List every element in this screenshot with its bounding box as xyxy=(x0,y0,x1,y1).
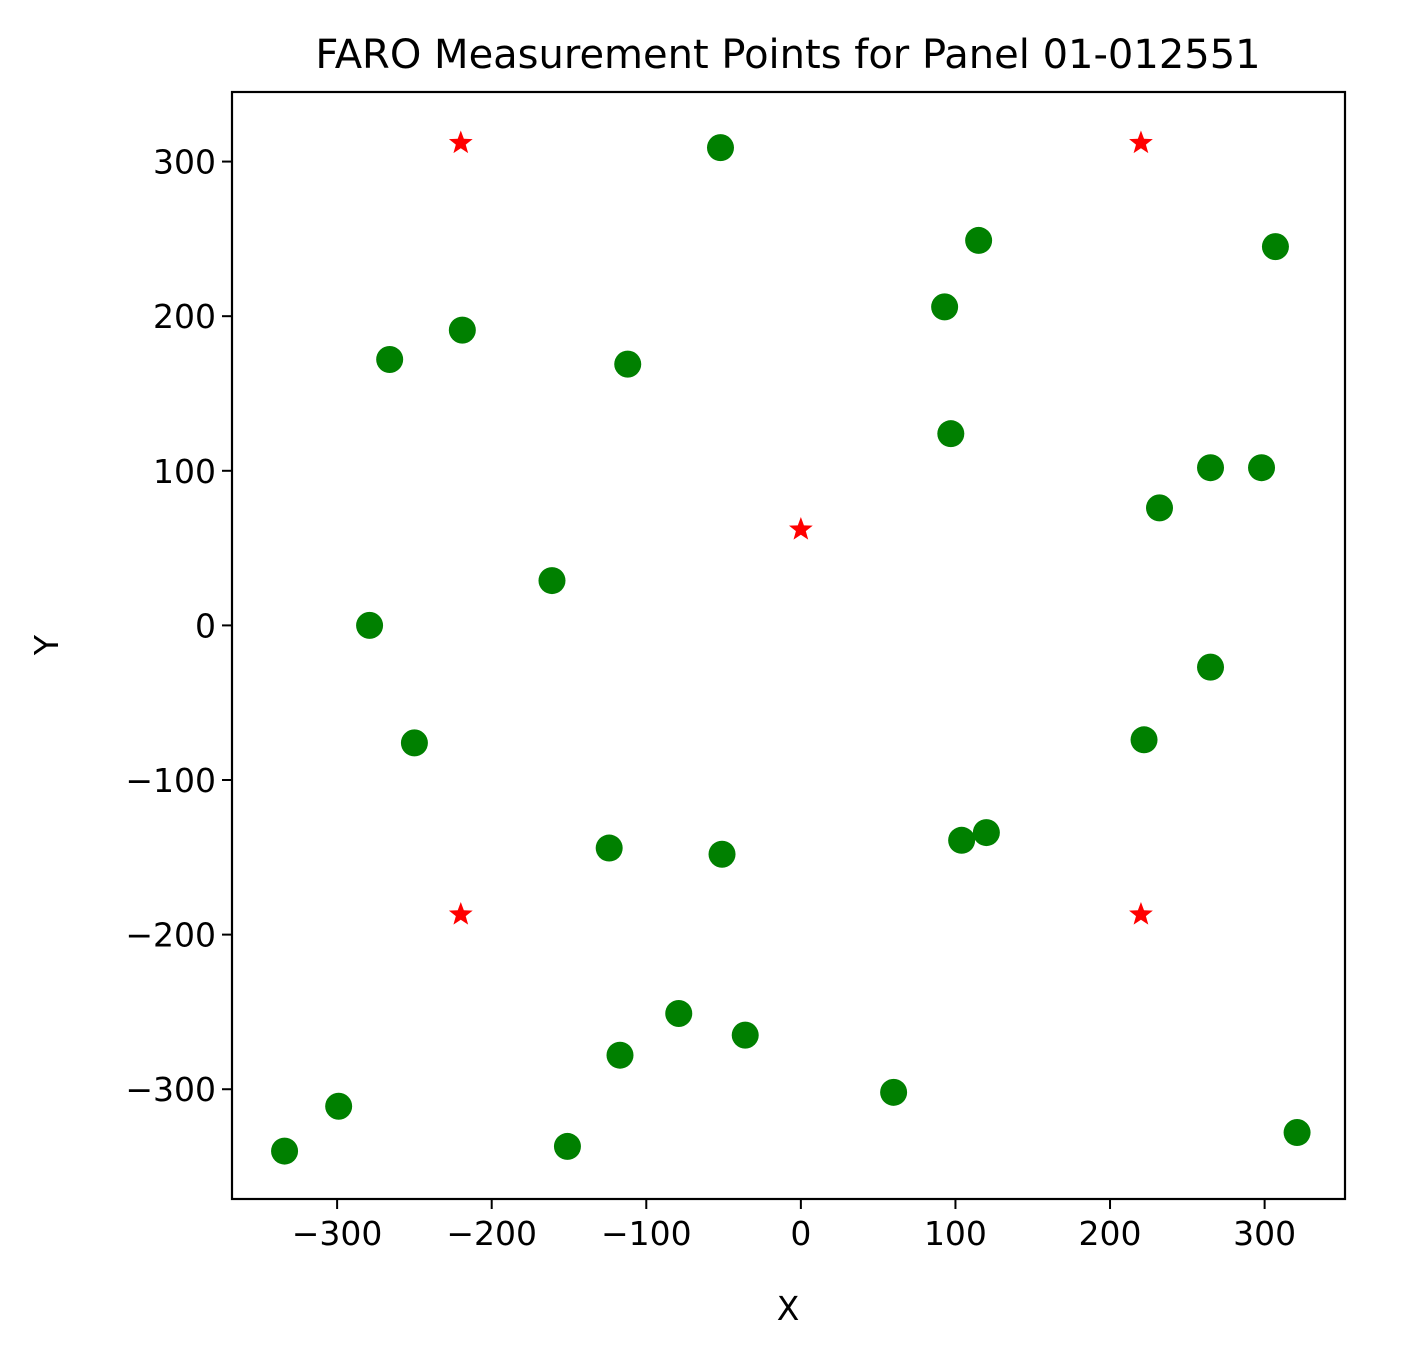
y-tick-label: 200 xyxy=(153,297,216,336)
circle-marker xyxy=(606,1041,634,1069)
circle-marker xyxy=(665,999,693,1027)
y-tick-label: 0 xyxy=(195,606,216,645)
x-tick-label: 300 xyxy=(1233,1214,1296,1253)
star-marker xyxy=(448,902,473,925)
circle-marker xyxy=(972,819,1000,847)
star-marker xyxy=(448,130,473,154)
circle-marker xyxy=(1197,454,1225,482)
chart-title: FARO Measurement Points for Panel 01-012… xyxy=(315,32,1260,78)
plot-area-frame xyxy=(230,90,1347,1201)
data-points xyxy=(271,130,1311,1165)
circle-marker xyxy=(376,345,404,373)
axis-ticks: −300 −200 −100 0 100 200 300 −300 −200 −100 0 100 20… xyxy=(125,143,1296,1253)
circle-marker xyxy=(1197,653,1225,681)
circle-marker xyxy=(937,420,965,448)
x-tick-label: −300 xyxy=(292,1214,383,1253)
circle-marker xyxy=(271,1137,299,1165)
circle-marker xyxy=(400,729,428,757)
circle-marker xyxy=(614,350,642,378)
x-tick-label: 0 xyxy=(790,1214,811,1253)
circle-marker xyxy=(553,1132,581,1160)
circle-marker xyxy=(538,567,566,595)
circle-marker xyxy=(1283,1119,1311,1147)
x-tick-label: −100 xyxy=(601,1214,692,1253)
star-marker xyxy=(1129,130,1153,154)
y-tick-label: −200 xyxy=(125,916,216,955)
circle-marker xyxy=(1261,233,1289,261)
x-tick-label: 100 xyxy=(924,1214,987,1253)
circle-marker xyxy=(1146,494,1173,522)
x-tick-label: 200 xyxy=(1079,1214,1142,1253)
circle-marker xyxy=(731,1021,759,1049)
circle-marker xyxy=(931,293,959,321)
star-marker xyxy=(788,517,813,540)
y-tick-label: 100 xyxy=(153,452,216,491)
x-axis-label: X xyxy=(777,1289,800,1328)
circle-marker xyxy=(448,316,476,344)
y-axis-label: Y xyxy=(27,634,66,656)
circle-marker xyxy=(706,134,734,162)
circle-marker xyxy=(595,834,623,862)
circle-marker xyxy=(880,1078,908,1106)
y-tick-label: −100 xyxy=(125,761,216,800)
circle-marker xyxy=(948,826,976,854)
y-tick-label: 300 xyxy=(153,143,216,182)
star-marker xyxy=(1129,902,1153,925)
circle-marker xyxy=(325,1092,353,1120)
circle-marker xyxy=(356,611,384,639)
y-tick-label: −300 xyxy=(125,1070,216,1109)
circle-marker xyxy=(708,840,736,868)
x-tick-label: −200 xyxy=(446,1214,537,1253)
circle-marker xyxy=(1130,726,1158,754)
circle-marker xyxy=(965,226,993,254)
circle-marker xyxy=(1248,454,1276,482)
